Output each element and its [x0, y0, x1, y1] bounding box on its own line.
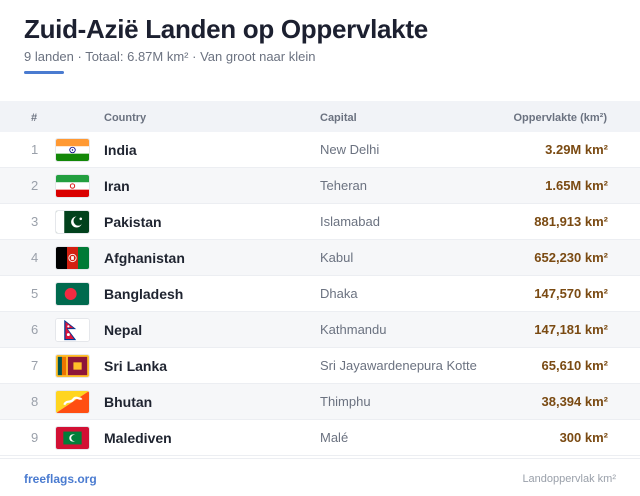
country-name: Bhutan: [104, 394, 153, 410]
india-flag-icon: [55, 138, 90, 162]
sri-lanka-flag-icon: [55, 354, 90, 378]
country-name: Malediven: [104, 430, 172, 446]
capital-name: Malé: [320, 430, 349, 445]
table-row[interactable]: 7 Sri Lanka Sri Jayawardenepura Kotte 65…: [0, 348, 640, 384]
nepal-flag-icon: [55, 318, 90, 342]
iran-flag-icon: [55, 174, 90, 198]
table-row[interactable]: 9 Malediven Malé 300 km²: [0, 420, 640, 456]
footer-note: Landoppervlak km²: [522, 473, 616, 485]
capital-name: Teheran: [320, 178, 367, 193]
row-rank: 3: [31, 214, 39, 229]
table-row[interactable]: 8 Bhutan Thimphu 38,394 km²: [0, 384, 640, 420]
area-value: 300 km²: [559, 430, 608, 445]
maldives-flag-icon: [55, 426, 90, 450]
row-rank: 8: [31, 394, 39, 409]
country-name: Sri Lanka: [104, 358, 168, 374]
bhutan-flag-icon: [55, 390, 90, 414]
column-header-capital[interactable]: Capital: [320, 112, 357, 124]
table-row[interactable]: 1 India New Delhi 3.29M km²: [0, 132, 640, 168]
country-table-body: 1 India New Delhi 3.29M km² 2 Iran Teher…: [0, 132, 640, 456]
page-subtitle: 9 landen · Totaal: 6.87M km² · Van groot…: [24, 49, 316, 64]
row-rank: 9: [31, 430, 39, 445]
table-row[interactable]: 4 Afghanistan Kabul 652,230 km²: [0, 240, 640, 276]
capital-name: Kathmandu: [320, 322, 387, 337]
row-rank: 4: [31, 250, 39, 265]
country-name: Afghanistan: [104, 250, 185, 266]
table-row[interactable]: 6 Nepal Kathmandu 147,181 km²: [0, 312, 640, 348]
row-rank: 1: [31, 142, 39, 157]
area-value: 1.65M km²: [545, 178, 608, 193]
area-value: 3.29M km²: [545, 142, 608, 157]
table-row[interactable]: 5 Bangladesh Dhaka 147,570 km²: [0, 276, 640, 312]
capital-name: New Delhi: [320, 142, 380, 157]
area-value: 147,570 km²: [534, 286, 608, 301]
table-row[interactable]: 3 Pakistan Islamabad 881,913 km²: [0, 204, 640, 240]
title-underline: [24, 71, 64, 74]
page-title: Zuid-Azië Landen op Oppervlakte: [24, 14, 428, 44]
afghanistan-flag-icon: [55, 246, 90, 270]
source-link[interactable]: freeflags.org: [24, 472, 97, 486]
pakistan-flag-icon: [55, 210, 90, 234]
area-value: 38,394 km²: [541, 394, 609, 409]
table-header: # Country Capital Oppervlakte (km²): [0, 101, 640, 132]
capital-name: Islamabad: [320, 214, 380, 229]
country-name: Iran: [104, 178, 130, 194]
capital-name: Dhaka: [320, 286, 358, 301]
country-name: Bangladesh: [104, 286, 184, 302]
row-rank: 5: [31, 286, 39, 301]
area-value: 881,913 km²: [534, 214, 608, 229]
area-value: 147,181 km²: [534, 322, 608, 337]
country-name: Pakistan: [104, 214, 162, 230]
column-header-rank[interactable]: #: [31, 112, 38, 124]
area-value: 65,610 km²: [541, 358, 609, 373]
column-header-country[interactable]: Country: [104, 112, 147, 124]
capital-name: Thimphu: [320, 394, 371, 409]
row-rank: 6: [31, 322, 39, 337]
capital-name: Sri Jayawardenepura Kotte: [320, 358, 477, 373]
country-name: Nepal: [104, 322, 143, 338]
page-footer: freeflags.org Landoppervlak km²: [0, 458, 640, 496]
area-value: 652,230 km²: [534, 250, 608, 265]
capital-name: Kabul: [320, 250, 354, 265]
bangladesh-flag-icon: [55, 282, 90, 306]
table-row[interactable]: 2 Iran Teheran 1.65M km²: [0, 168, 640, 204]
country-name: India: [104, 142, 137, 158]
page-header: Zuid-Azië Landen op Oppervlakte 9 landen…: [24, 12, 624, 74]
row-rank: 7: [31, 358, 39, 373]
column-header-area[interactable]: Oppervlakte (km²): [513, 112, 607, 124]
row-rank: 2: [31, 178, 39, 193]
